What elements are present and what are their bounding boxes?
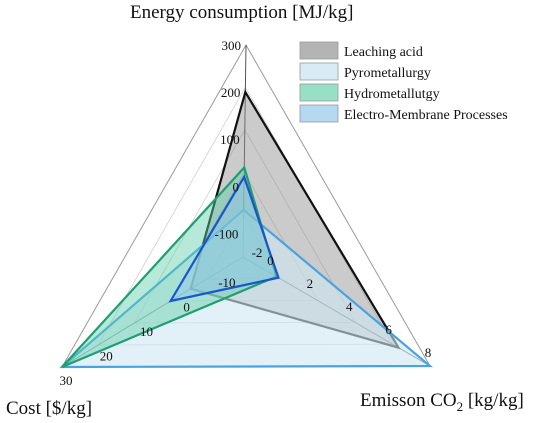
legend-swatch bbox=[299, 104, 339, 123]
legend-label: Hydrometallutgy bbox=[344, 87, 440, 102]
tick-label-cost: 30 bbox=[60, 373, 73, 388]
tick-label-cost: 10 bbox=[140, 324, 153, 339]
tick-label-energy: 100 bbox=[220, 132, 240, 147]
tick-label-emission: 2 bbox=[307, 276, 314, 291]
tick-label-energy: 300 bbox=[222, 38, 242, 53]
legend-swatch bbox=[299, 83, 339, 102]
legend-label: Pyrometallurgy bbox=[344, 66, 431, 81]
legend-swatch bbox=[299, 62, 339, 81]
tick-label-energy: -100 bbox=[214, 226, 238, 241]
tick-label-emission: 0 bbox=[267, 253, 274, 268]
axis-title-emission: Emisson CO2 [kg/kg] bbox=[360, 390, 524, 415]
tick-label-cost: 20 bbox=[100, 349, 113, 364]
legend-label: Leaching acid bbox=[344, 45, 423, 60]
tick-label-emission: 8 bbox=[425, 345, 432, 360]
legend: Leaching acid Pyrometallurgy Hydrometallut… bbox=[299, 41, 508, 123]
series-polygon bbox=[168, 174, 280, 303]
tick-label-energy: 200 bbox=[221, 85, 241, 100]
tick-label-cost: 0 bbox=[183, 300, 190, 315]
axis-title-emission-main: Emisson CO bbox=[360, 390, 457, 411]
legend-label: Electro-Membrane Processes bbox=[344, 108, 508, 123]
legend-swatch bbox=[299, 41, 339, 60]
axis-title-emission-unit: [kg/kg] bbox=[463, 390, 524, 411]
axis-title-cost: Cost [$/kg] bbox=[6, 398, 93, 419]
axis-title-emission-sub: 2 bbox=[456, 398, 464, 414]
tick-label-cost: -10 bbox=[218, 275, 235, 290]
tick-label-emission: 6 bbox=[385, 322, 392, 337]
tick-label-energy: 0 bbox=[233, 179, 240, 194]
tick-label-center: -2 bbox=[252, 245, 263, 260]
axis-title-energy: Energy consumption [MJ/kg] bbox=[130, 2, 354, 23]
series-polygons bbox=[59, 89, 434, 369]
tick-label-emission: 4 bbox=[346, 299, 353, 314]
